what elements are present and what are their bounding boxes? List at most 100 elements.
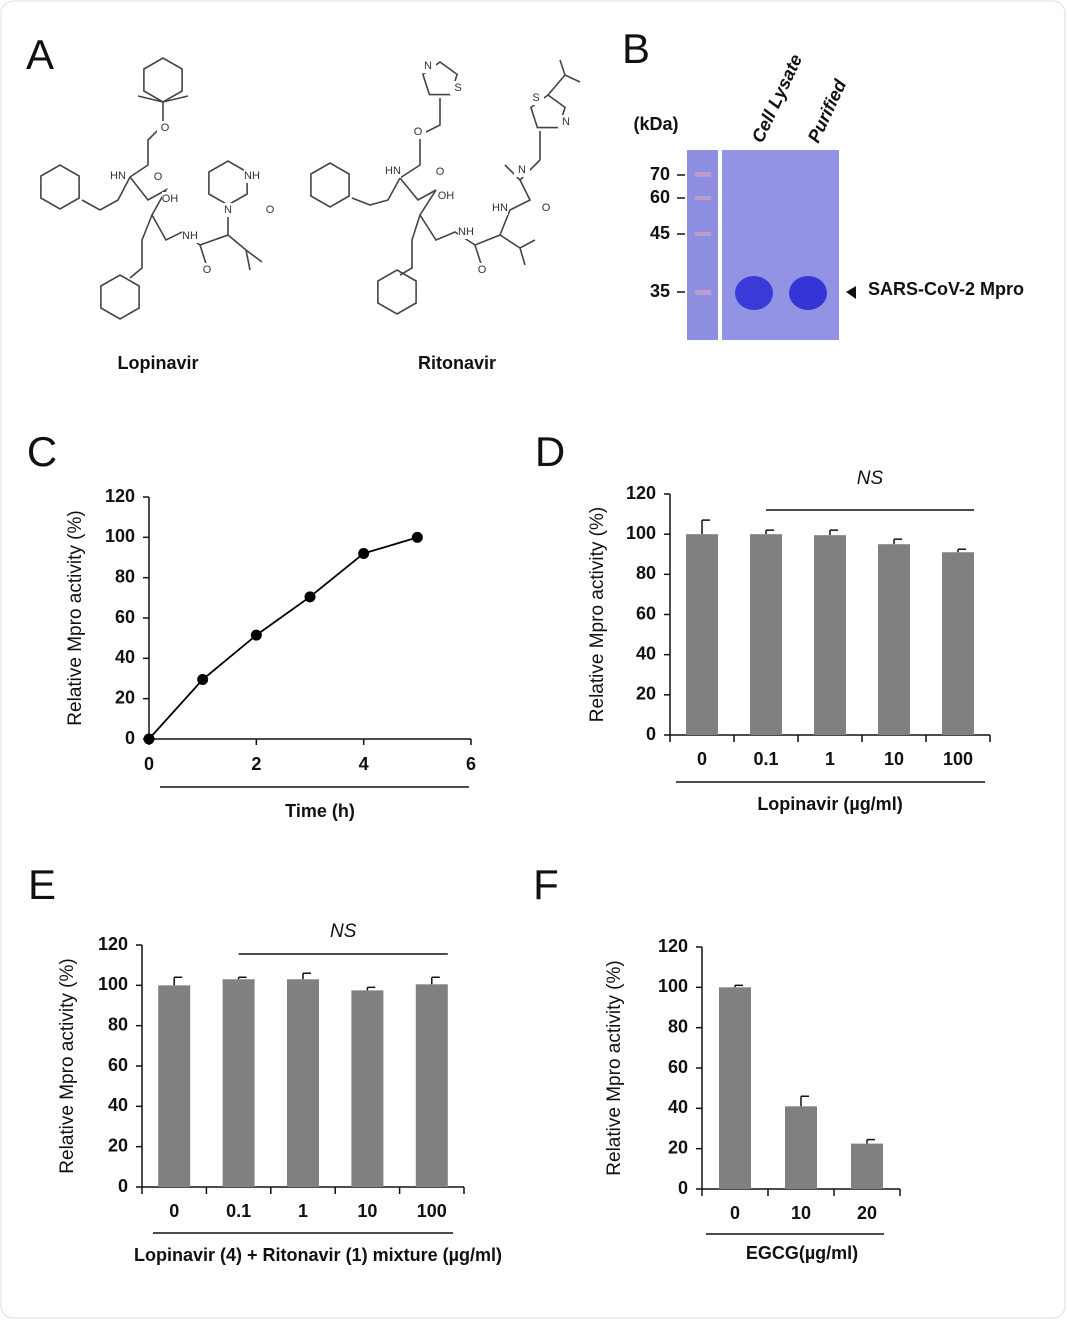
atom-label: S xyxy=(454,82,461,94)
atom-label: O xyxy=(161,122,170,134)
bar xyxy=(158,985,191,1187)
y-tick-label: 40 xyxy=(636,643,656,663)
ring xyxy=(100,274,140,320)
arrowhead xyxy=(846,286,856,299)
y-tick-label: 60 xyxy=(668,1057,688,1077)
x-tick-label: 6 xyxy=(466,754,476,774)
atom-bg xyxy=(474,263,490,277)
y-tick-label: 20 xyxy=(636,684,656,704)
atom-label: O xyxy=(203,264,212,276)
y-tick-label: 80 xyxy=(668,1016,688,1036)
atom-label: O xyxy=(436,166,445,178)
y-tick-label: 0 xyxy=(678,1178,688,1198)
marker-label: 35 xyxy=(650,281,670,301)
atom-bg xyxy=(110,169,126,183)
atom-label: N xyxy=(518,164,526,176)
y-tick-label: 20 xyxy=(108,1135,128,1155)
compound-name: Lopinavir xyxy=(117,353,198,373)
x-tick-label: 0 xyxy=(730,1203,740,1223)
y-tick-label: 40 xyxy=(668,1097,688,1117)
bar xyxy=(222,979,255,1187)
y-tick-label: 20 xyxy=(668,1137,688,1157)
x-tick-label: 0 xyxy=(144,754,154,774)
panel-letter: B xyxy=(622,25,650,72)
bar xyxy=(878,544,910,735)
atom-label: OH xyxy=(162,193,179,205)
gel-unit: (kDa) xyxy=(633,114,678,134)
bar xyxy=(814,535,846,735)
bar xyxy=(750,534,782,735)
x-tick-label: 20 xyxy=(857,1203,877,1223)
x-tick-label: 1 xyxy=(298,1201,308,1221)
x-tick-label: 4 xyxy=(359,754,369,774)
y-tick-label: 0 xyxy=(125,728,135,748)
bar xyxy=(719,987,751,1189)
atom-label: N xyxy=(562,116,570,128)
atom-bg xyxy=(244,169,260,183)
y-tick-label: 40 xyxy=(108,1095,128,1115)
data-line xyxy=(148,536,418,740)
bar xyxy=(415,984,448,1187)
panel-letter: C xyxy=(27,428,57,475)
x-axis-label: Lopinavir (4) + Ritonavir (1) mixture (µ… xyxy=(134,1245,502,1265)
atom-label: N xyxy=(424,60,432,72)
y-axis-label: Relative Mpro activity (%) xyxy=(587,507,608,722)
ring xyxy=(310,162,350,208)
atom-bg xyxy=(538,201,554,215)
atom-label: O xyxy=(154,171,163,183)
y-tick-label: 120 xyxy=(658,936,688,956)
y-axis-label: Relative Mpro activity (%) xyxy=(65,510,86,725)
bond xyxy=(399,59,581,276)
data-point xyxy=(304,591,316,603)
x-tick-label: 2 xyxy=(251,754,261,774)
atom-label: NH xyxy=(182,230,198,242)
y-tick-label: 100 xyxy=(658,976,688,996)
x-tick-label: 100 xyxy=(943,749,973,769)
y-tick-label: 80 xyxy=(108,1014,128,1034)
atom-bg xyxy=(410,125,426,139)
panel-letter: E xyxy=(28,861,56,908)
marker-label: 60 xyxy=(650,187,670,207)
atom-bg xyxy=(220,203,236,217)
y-axis-label: Relative Mpro activity (%) xyxy=(57,958,78,1173)
atom-bg xyxy=(514,163,530,177)
y-tick-label: 100 xyxy=(626,523,656,543)
data-point xyxy=(411,531,423,543)
x-axis-label: EGCG(µg/ml) xyxy=(746,1243,858,1263)
atom-bg xyxy=(199,263,215,277)
gel-band xyxy=(789,276,827,310)
atom-label: S xyxy=(532,92,539,104)
atom-label: NH xyxy=(244,170,260,182)
data-point xyxy=(250,629,262,641)
data-point xyxy=(197,674,209,686)
atom-label: N xyxy=(224,204,232,216)
atom-bg xyxy=(162,192,178,206)
atom-bg xyxy=(528,91,544,105)
ring xyxy=(40,164,80,210)
y-tick-label: 100 xyxy=(98,974,128,994)
atom-bg xyxy=(150,170,166,184)
marker-label: 45 xyxy=(650,223,670,243)
annotation: NS xyxy=(857,468,884,489)
x-axis-label: Time (h) xyxy=(285,801,355,821)
atom-bg xyxy=(558,115,574,129)
atom-label: O xyxy=(266,204,275,216)
atom-bg xyxy=(450,81,466,95)
ring xyxy=(377,269,417,315)
x-tick-label: 0.1 xyxy=(226,1201,251,1221)
panel-letter: F xyxy=(533,861,559,908)
bond xyxy=(129,95,263,279)
ring xyxy=(529,94,567,129)
gel-ladder xyxy=(687,150,718,340)
band-label: SARS-CoV-2 Mpro xyxy=(868,279,1024,299)
atom-bg xyxy=(262,203,278,217)
x-tick-label: 10 xyxy=(884,749,904,769)
y-tick-label: 100 xyxy=(105,526,135,546)
y-tick-label: 20 xyxy=(115,687,135,707)
y-tick-label: 0 xyxy=(646,724,656,744)
bar xyxy=(942,552,974,735)
atom-bg xyxy=(157,121,173,135)
y-tick-label: 0 xyxy=(118,1176,128,1196)
y-tick-label: 120 xyxy=(105,486,135,506)
x-tick-label: 10 xyxy=(357,1201,377,1221)
